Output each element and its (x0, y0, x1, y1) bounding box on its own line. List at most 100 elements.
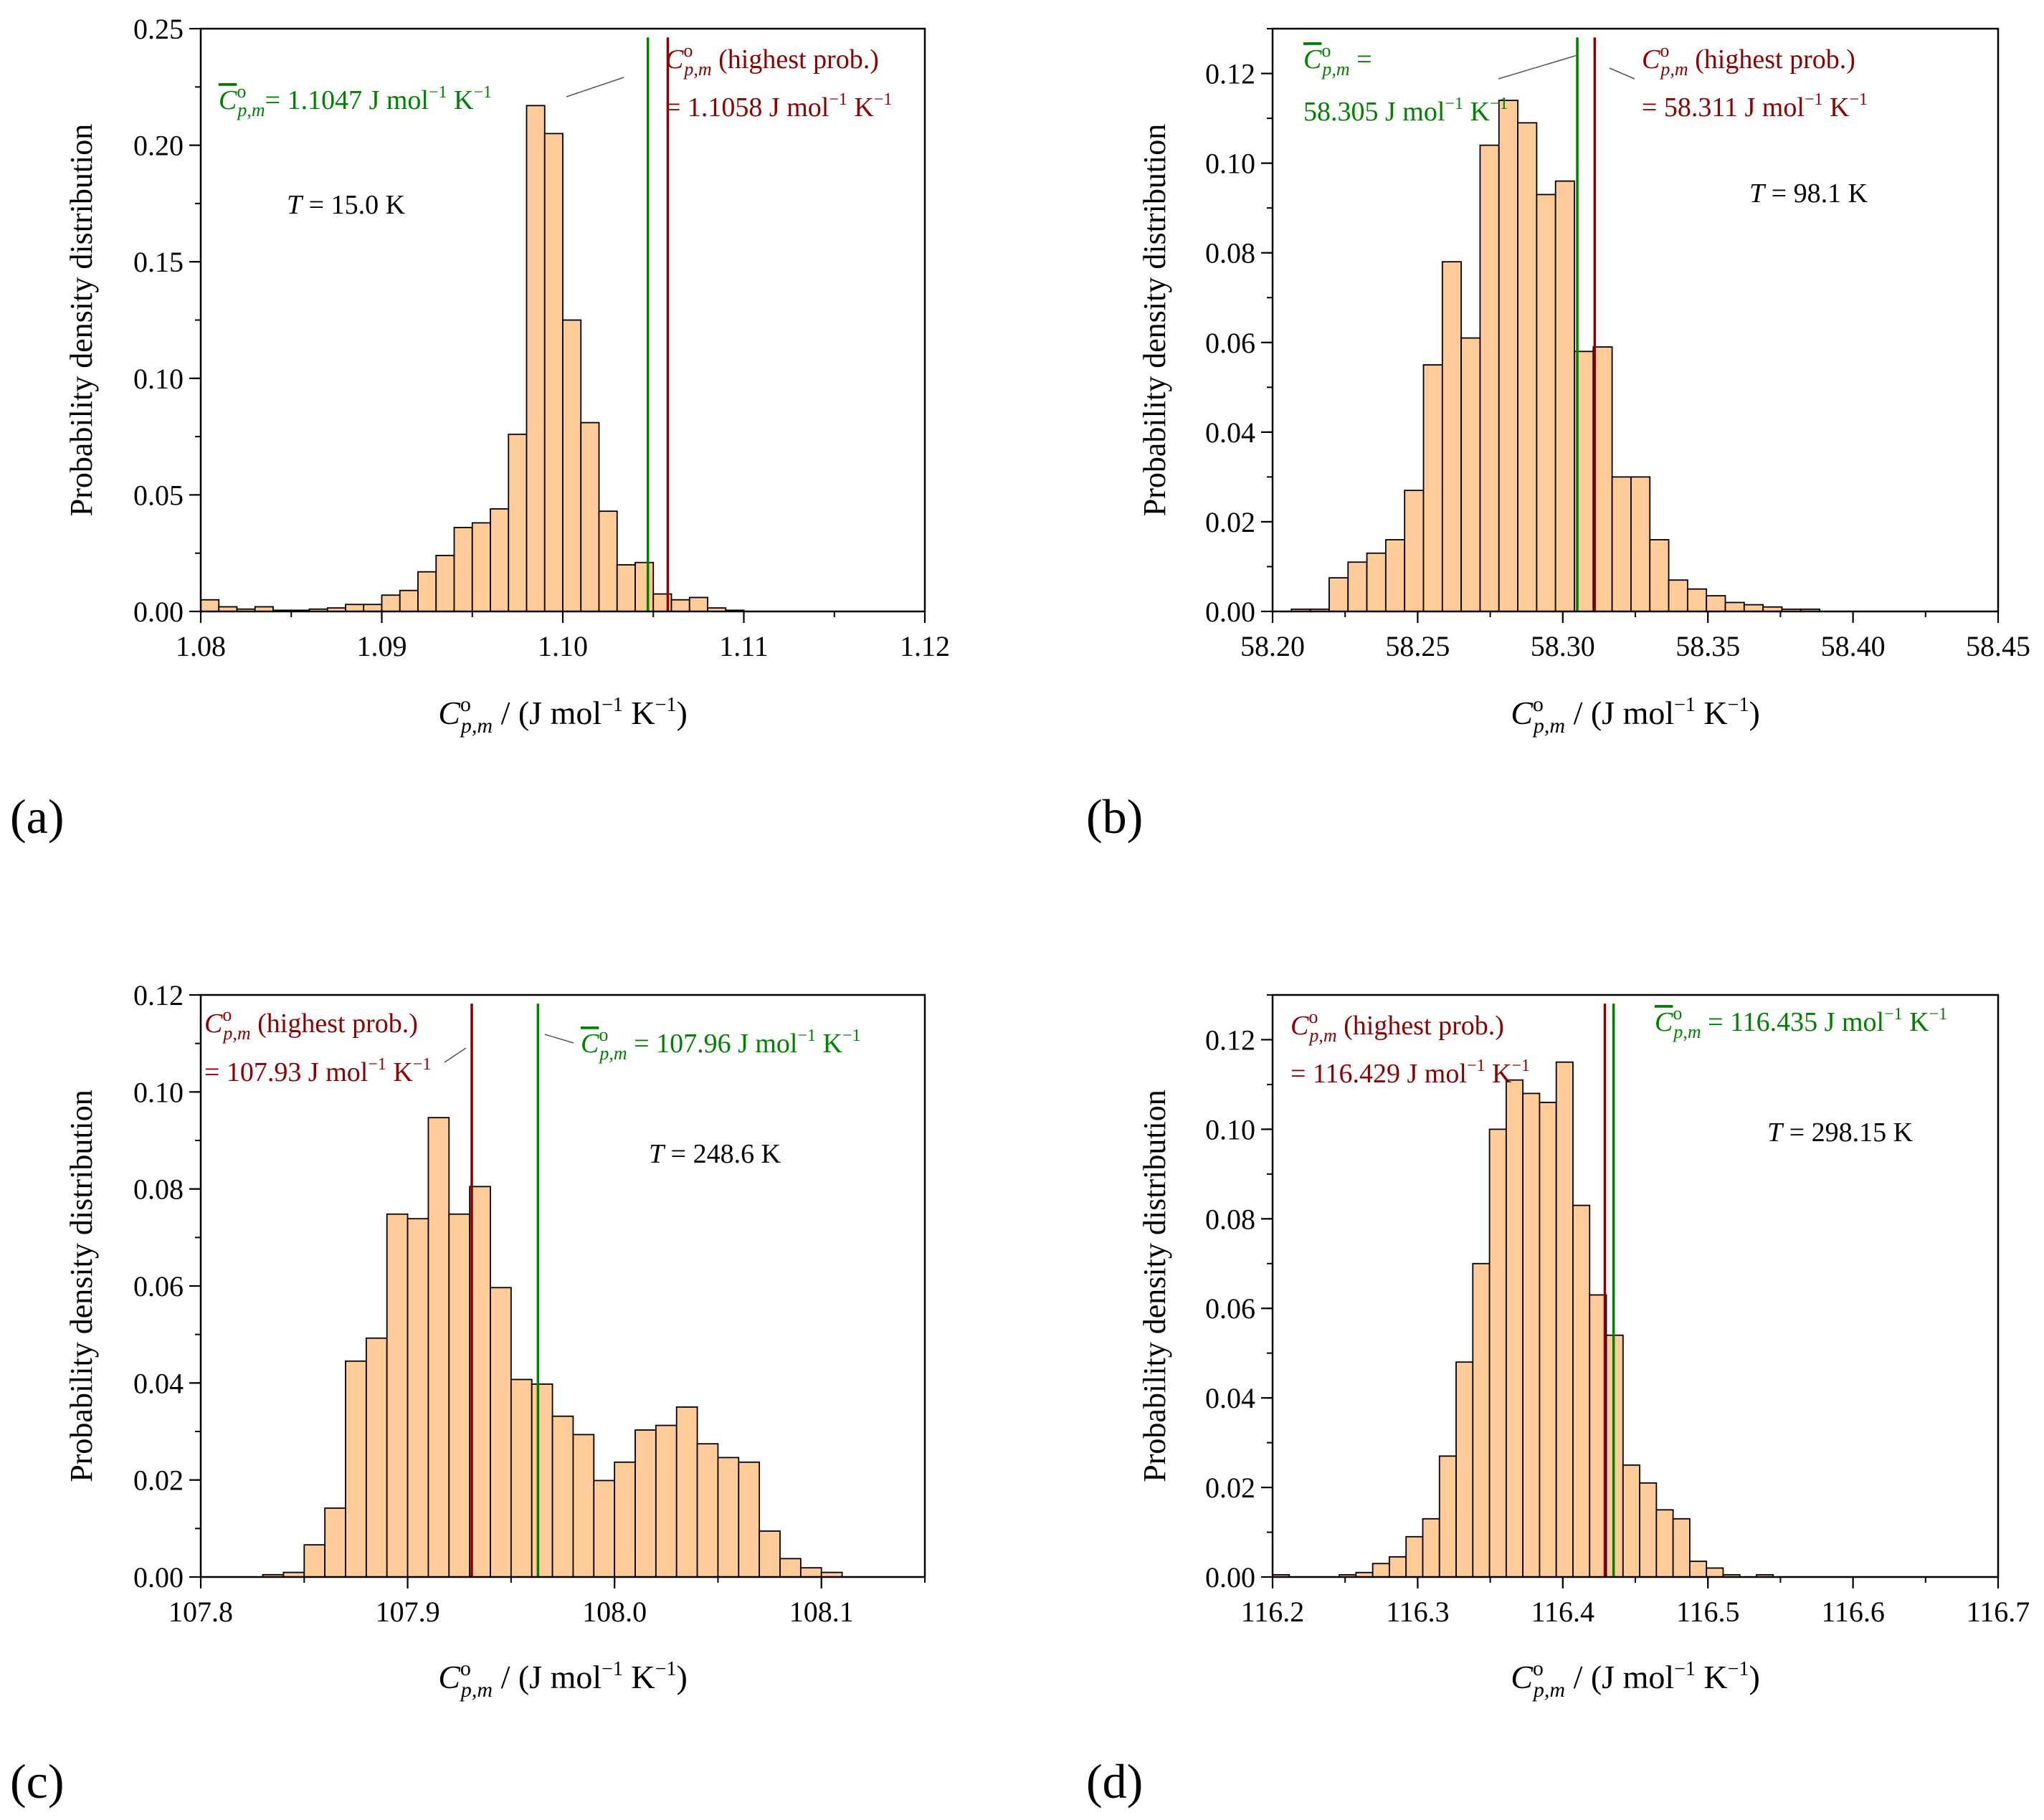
y-tick-label: 0.25 (133, 13, 184, 45)
x-label-exp: −1 (602, 1658, 623, 1680)
mode-label-text: (highest prob.) (251, 1009, 418, 1039)
mean-value-text: = (1350, 44, 1372, 75)
x-tick-label: 116.5 (1676, 1596, 1740, 1628)
mode-exp: −1 (368, 1055, 386, 1074)
mode-sub: p,m (1308, 1025, 1336, 1046)
mode-exp: −1 (829, 90, 847, 109)
histogram-bar (531, 1383, 553, 1578)
mode-symbol: C (1290, 1011, 1309, 1041)
mean-symbol: C (1655, 1007, 1673, 1037)
mean-symbol: C (219, 85, 237, 115)
mean-exp: −1 (1884, 1005, 1903, 1024)
histogram-bar (1522, 1092, 1541, 1578)
mean-symbol: C (581, 1029, 599, 1059)
histogram-bar (303, 1544, 326, 1578)
histogram-bar (1686, 588, 1708, 612)
histogram-bar (407, 1218, 429, 1578)
mode-exp: −1 (1467, 1057, 1486, 1075)
mode-k: K (1822, 92, 1850, 123)
x-tick-label: 1.09 (357, 630, 407, 662)
histogram-bar (598, 510, 618, 612)
histogram-bars (1290, 100, 1820, 612)
x-label-symbol: C (438, 1659, 461, 1695)
mode-sup: o (1308, 1006, 1318, 1027)
y-tick-label: 0.12 (1205, 58, 1255, 90)
mode-sup: o (1660, 40, 1669, 61)
x-tick-label: 1.10 (538, 630, 588, 662)
y-tick-label: 0.02 (133, 1464, 184, 1497)
y-tick-label: 0.08 (133, 1173, 184, 1206)
mode-symbol: C (1642, 44, 1660, 75)
x-tick-label: 58.35 (1675, 630, 1740, 662)
mode-k: K (386, 1057, 414, 1087)
histogram-bar (471, 522, 491, 612)
histogram-bar (1655, 1509, 1674, 1578)
panel-label: (c) (10, 1754, 64, 1809)
histogram-bar (1572, 1204, 1591, 1578)
x-label-close: ) (1749, 695, 1759, 731)
mean-exp: −1 (429, 83, 447, 102)
temperature-annotation: T = 248.6 K (649, 1139, 781, 1169)
histogram-bar (448, 1213, 471, 1578)
histogram-bar (417, 571, 437, 612)
mean-sup: o (237, 81, 246, 102)
histogram-bar (1498, 100, 1518, 612)
histogram-bar (616, 564, 636, 612)
mode-symbol: C (204, 1009, 223, 1039)
histogram-bar (1517, 122, 1538, 612)
x-label-exp: −1 (1728, 694, 1749, 716)
mean-exp: −1 (1490, 95, 1508, 113)
histogram-bar (779, 1558, 802, 1578)
histogram-bar (572, 1434, 595, 1578)
chart-panel-4: 0.00 0.02 0.04 0.06 0.08 0.10 0.12 116.2 116.3 11… (1086, 994, 2030, 1809)
histogram-bar (1536, 194, 1556, 612)
x-label-sup: o (1533, 692, 1544, 716)
histogram-bar (1389, 1555, 1407, 1578)
x-axis-label: Co p,m / (J mol−1 K−1) (438, 1657, 688, 1702)
x-tick-label: 107.8 (168, 1596, 233, 1628)
temperature-text: = 298.15 K (1782, 1118, 1913, 1148)
mode-sup: o (683, 40, 693, 61)
histogram-bar (345, 1360, 367, 1578)
temperature-symbol: T (649, 1139, 666, 1169)
mean-annotation-line2: 58.305 J mol−1 K−1 (1303, 95, 1508, 127)
histogram-bar (634, 561, 655, 612)
mean-exp: −1 (1445, 95, 1463, 113)
mode-sub: p,m (1659, 59, 1688, 80)
histogram-bar (1438, 1455, 1457, 1578)
x-label-close: ) (1749, 1659, 1759, 1695)
histogram-bar (1688, 1561, 1708, 1578)
histogram-bar (1554, 180, 1575, 612)
mean-k: K (816, 1029, 843, 1059)
mean-value-text: = 1.1047 J mol (265, 85, 429, 115)
y-tick-label: 0.10 (1205, 1113, 1255, 1145)
mean-exp: −1 (797, 1026, 816, 1045)
mode-label-text: (highest prob.) (1688, 44, 1855, 75)
x-tick-label: 58.25 (1385, 630, 1450, 662)
x-axis-label: Co p,m / (J mol−1 K−1) (1511, 692, 1760, 738)
y-tick-label: 0.00 (1205, 1561, 1255, 1593)
histogram-bar (200, 599, 220, 612)
y-tick-label: 0.00 (133, 596, 184, 628)
y-tick-label: 0.10 (133, 1076, 184, 1108)
x-label-exp: −1 (655, 694, 677, 716)
x-label-sub: p,m (460, 714, 493, 738)
x-tick-label: 1.11 (719, 630, 769, 662)
x-tick-label: 116.7 (1967, 1596, 2030, 1628)
mode-annotation-line2: = 58.311 J mol−1 K−1 (1642, 90, 1868, 123)
histogram-bar (399, 589, 419, 612)
histogram-bar (1706, 595, 1726, 612)
x-label-units: / (J mol (1565, 695, 1674, 731)
histogram-bar (453, 527, 473, 612)
mean-exp: −1 (473, 83, 492, 102)
mode-annotation-line2: = 1.1058 J mol−1 K−1 (665, 90, 892, 123)
mean-value-text: = 107.96 J mol (627, 1029, 798, 1059)
mean-leader-line (1498, 54, 1578, 80)
histogram-bar (562, 319, 582, 612)
x-label-symbol: C (438, 695, 461, 731)
y-tick-label: 0.04 (1205, 416, 1255, 449)
mode-k: K (847, 92, 875, 123)
histogram-bar (1441, 261, 1463, 612)
histogram-bar (1592, 346, 1613, 612)
